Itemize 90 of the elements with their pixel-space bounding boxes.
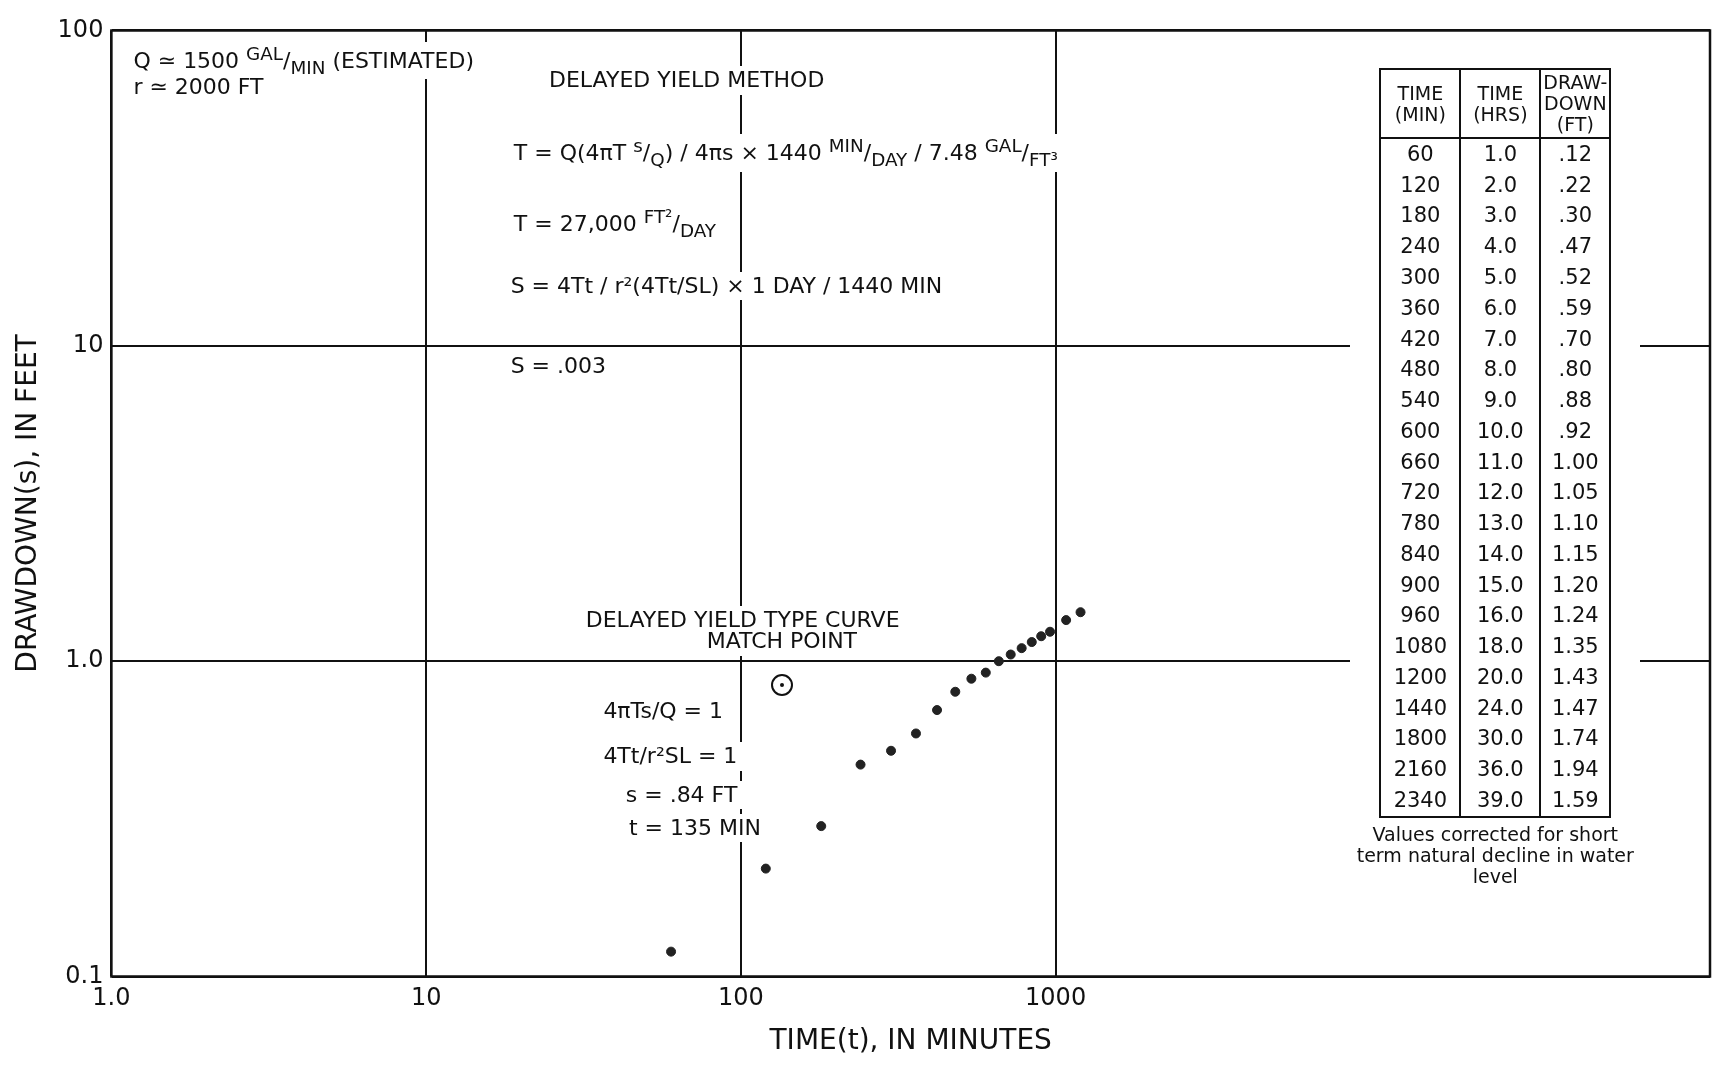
annotation: 4Tt/r²SL = 1 <box>597 741 744 771</box>
annotation: 4πTs/Q = 1 <box>597 697 730 727</box>
annotation: 1200 <box>1380 661 1461 693</box>
annotation: 18.0 <box>1460 631 1541 662</box>
annotation: 2.0 <box>1460 169 1541 201</box>
annotation: 1.00 <box>1540 446 1611 478</box>
annotation: 11.0 <box>1460 446 1541 478</box>
annotation: 540 <box>1380 385 1461 416</box>
annotation: T = 27,000 $^{FT²}$/$_{DAY}$ <box>507 205 722 243</box>
annotation: 780 <box>1380 508 1461 539</box>
annotation: .12 <box>1540 137 1611 170</box>
annotation: .52 <box>1540 261 1611 293</box>
annotation: .92 <box>1540 415 1611 447</box>
annotation: 14.0 <box>1460 538 1541 570</box>
y-tick-label: 10 <box>72 330 104 359</box>
annotation: 1.47 <box>1540 692 1611 724</box>
annotation: 16.0 <box>1460 600 1541 632</box>
annotation: 1.43 <box>1540 661 1611 693</box>
annotation: 12.0 <box>1460 477 1541 509</box>
x-axis-title: TIME(t), IN MINUTES <box>768 1023 1052 1057</box>
annotation: 240 <box>1380 231 1461 262</box>
annotation: 39.0 <box>1460 784 1541 817</box>
annotation: 6.0 <box>1460 292 1541 324</box>
annotation: .59 <box>1540 292 1611 324</box>
annotation: 720 <box>1380 477 1461 509</box>
annotation: TIME (HRS) <box>1460 69 1541 138</box>
annotation: 840 <box>1380 538 1461 570</box>
y-axis-title: DRAWDOWN(s), IN FEET <box>10 333 44 673</box>
annotation: S = .003 <box>504 352 613 381</box>
annotation: 5.0 <box>1460 261 1541 293</box>
annotation: 10.0 <box>1460 415 1541 447</box>
annotation: TIME (MIN) <box>1380 69 1461 138</box>
annotation: 60 <box>1380 137 1461 170</box>
annotation: DRAW-DOWN (FT) <box>1540 69 1611 138</box>
annotation: 1440 <box>1380 692 1461 724</box>
annotation: .30 <box>1540 200 1611 232</box>
annotation: 600 <box>1380 415 1461 447</box>
annotation: Values corrected for short term natural decline in water level <box>1355 822 1635 887</box>
annotation: 30.0 <box>1460 723 1541 755</box>
annotation: DELAYED YIELD METHOD <box>543 66 831 95</box>
annotation: 1.10 <box>1540 508 1611 539</box>
annotation: .88 <box>1540 385 1611 416</box>
annotation: 420 <box>1380 323 1461 355</box>
y-tick-label: 1.0 <box>65 645 104 674</box>
annotation: 180 <box>1380 200 1461 232</box>
annotation: s = .84 FT <box>619 780 744 810</box>
annotation: 1.24 <box>1540 600 1611 632</box>
annotation: .70 <box>1540 323 1611 355</box>
annotation: 3.0 <box>1460 200 1541 232</box>
annotation: 15.0 <box>1460 569 1541 601</box>
x-tick-label: 1000 <box>1025 983 1087 1012</box>
annotation: .47 <box>1540 231 1611 262</box>
annotation: 120 <box>1380 169 1461 201</box>
annotation: 480 <box>1380 354 1461 386</box>
annotation: 960 <box>1380 600 1461 632</box>
annotation: 2160 <box>1380 754 1461 785</box>
annotation: 24.0 <box>1460 692 1541 724</box>
annotation: 660 <box>1380 446 1461 478</box>
annotation: 1.15 <box>1540 538 1611 570</box>
annotation: 4.0 <box>1460 231 1541 262</box>
annotation: 360 <box>1380 292 1461 324</box>
annotation: 36.0 <box>1460 754 1541 785</box>
x-tick-label: 10 <box>410 983 442 1012</box>
annotation: 1.59 <box>1540 784 1611 817</box>
annotation: r ≃ 2000 FT <box>127 72 270 102</box>
annotation: 9.0 <box>1460 385 1541 416</box>
annotation: 1.05 <box>1540 477 1611 509</box>
annotation: 8.0 <box>1460 354 1541 386</box>
annotation: .80 <box>1540 354 1611 386</box>
annotation: t = 135 MIN <box>622 813 767 843</box>
annotation: 7.0 <box>1460 323 1541 355</box>
annotation: 13.0 <box>1460 508 1541 539</box>
annotation: 300 <box>1380 261 1461 293</box>
x-tick-label: 100 <box>717 983 764 1012</box>
annotation: .22 <box>1540 169 1611 201</box>
annotation: 1080 <box>1380 631 1461 662</box>
annotation: 1.35 <box>1540 631 1611 662</box>
annotation: 20.0 <box>1460 661 1541 693</box>
annotation: 2340 <box>1380 784 1461 817</box>
annotation: 1.0 <box>1460 137 1541 170</box>
annotation: S = 4Tt / r²(4Tt/SL) × 1 DAY / 1440 MIN <box>504 271 949 301</box>
y-tick-label: 100 <box>57 14 104 43</box>
text: T = Q(4πT $^{s}$/$_{Q}$) / 4πs × 1440 $^{MIN}$/$_{DAY}$ / 7.48 $^{GAL}$/$_{FT³}$ <box>513 135 1058 171</box>
annotation: 1.20 <box>1540 569 1611 601</box>
annotation: 1.94 <box>1540 754 1611 785</box>
annotation: 1.74 <box>1540 723 1611 755</box>
x-tick-label: 1.0 <box>92 983 131 1012</box>
annotation: 900 <box>1380 569 1461 601</box>
annotation: 1800 <box>1380 723 1461 755</box>
annotation: Q ≃ 1500 $^{GAL}$/$_{MIN}$ (ESTIMATED) <box>133 42 474 78</box>
